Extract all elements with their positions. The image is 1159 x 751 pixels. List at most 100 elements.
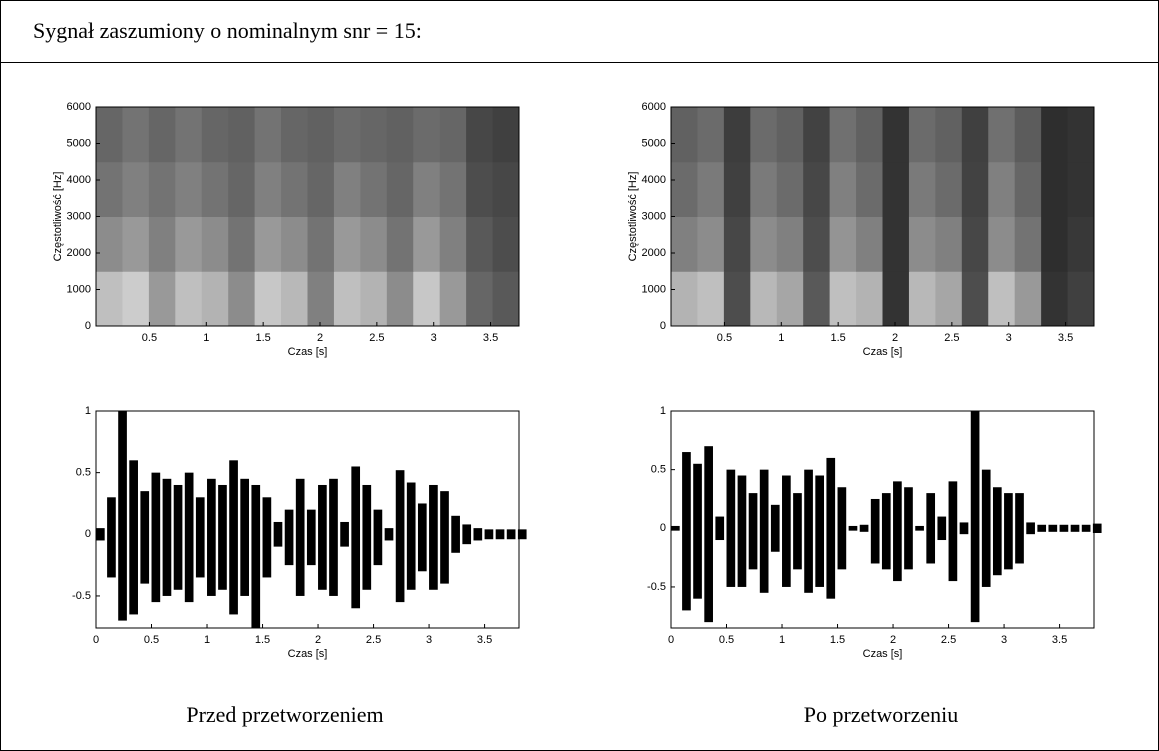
heatmap-cell — [935, 271, 963, 327]
x-tick-label: 3.5 — [1052, 634, 1067, 646]
heatmap-cell — [254, 161, 282, 217]
y-tick-label: 0 — [660, 320, 666, 332]
waveform-segment — [429, 484, 438, 590]
heatmap-cell — [1014, 161, 1042, 217]
waveform-segment — [770, 504, 780, 552]
heatmap-cell — [935, 107, 963, 163]
heatmap-cell — [882, 271, 910, 327]
heatmap-cell — [723, 107, 751, 163]
heatmap-cell — [1067, 271, 1095, 327]
y-tick-label: 2000 — [642, 247, 666, 259]
heatmap-cell — [148, 216, 176, 272]
x-tick-label: 2 — [890, 634, 896, 646]
heatmap-cell — [1041, 271, 1069, 327]
y-tick-label: 0.5 — [651, 464, 666, 476]
waveform-segment — [937, 516, 947, 541]
waveform-segment — [184, 472, 194, 603]
y-tick-label: 0 — [660, 522, 666, 534]
heatmap-cell — [776, 107, 804, 163]
y-tick-label: -0.5 — [647, 581, 666, 593]
waveform-segment — [1004, 493, 1013, 570]
x-tick-label: 3 — [1001, 634, 1007, 646]
x-tick-label: 1 — [203, 332, 209, 344]
waveform-segment — [151, 472, 161, 603]
waveform-segment — [195, 497, 205, 578]
heatmap-cell — [1014, 107, 1042, 163]
heatmap-cell — [1067, 216, 1095, 272]
waveform-segment — [207, 478, 216, 596]
x-tick-label: 3.5 — [483, 332, 498, 344]
axes-box — [670, 410, 1095, 629]
heatmap-cell — [961, 271, 989, 327]
heatmap-cell — [439, 216, 467, 272]
heatmap-cell — [122, 161, 150, 217]
heatmap-cell — [228, 271, 256, 327]
waveform-segment — [715, 516, 725, 541]
waveform-segment — [1048, 524, 1058, 532]
waveform-segment — [295, 478, 305, 596]
x-tick-label: 2 — [892, 332, 898, 344]
heatmap-cell — [856, 216, 883, 272]
y-tick-label: 1 — [660, 405, 666, 417]
waveform-segment — [107, 497, 116, 578]
heatmap-cell — [307, 161, 335, 217]
waveform-segment — [671, 525, 680, 531]
waveform-segment — [318, 484, 327, 590]
waveform-segment — [859, 524, 869, 532]
heatmap-cell — [228, 216, 256, 272]
heatmap-cell — [201, 216, 229, 272]
heatmap-cell — [935, 161, 963, 217]
heatmap-cell — [908, 216, 936, 272]
heatmap-cell — [148, 161, 176, 217]
heatmap-cell — [333, 107, 361, 163]
heatmap-cell — [697, 107, 725, 163]
heatmap-cell — [254, 216, 282, 272]
x-axis-label: Czas [s] — [863, 346, 903, 358]
heatmap-cell — [175, 216, 203, 272]
heatmap-cell — [413, 216, 441, 272]
waveform-segment — [473, 528, 483, 541]
waveform-segment — [1026, 522, 1035, 535]
x-tick-label: 0.5 — [144, 634, 159, 646]
waveform-segment — [759, 469, 769, 593]
caption: Po przetworzeniu — [804, 702, 959, 727]
heatmap-cell — [307, 216, 335, 272]
x-tick-label: 3.5 — [477, 634, 492, 646]
heatmap-cell — [671, 161, 698, 217]
heatmap-cell — [829, 107, 857, 163]
heatmap-cell — [882, 161, 910, 217]
heatmap-cell — [281, 107, 308, 163]
y-tick-label: 5000 — [67, 137, 91, 149]
heatmap-cell — [386, 216, 414, 272]
heatmap-cell — [175, 161, 203, 217]
x-tick-label: 1 — [779, 634, 785, 646]
waveform-segment — [284, 509, 294, 566]
heatmap-cell — [1041, 161, 1069, 217]
heatmap-cell — [988, 161, 1016, 217]
waveform-segment — [1037, 524, 1047, 532]
waveform-segment — [173, 484, 183, 590]
y-tick-label: 0 — [85, 528, 91, 540]
x-tick-label: 0.5 — [717, 332, 732, 344]
heatmap-cell — [360, 216, 388, 272]
waveform-segment — [870, 498, 880, 564]
heatmap-cell — [96, 216, 123, 272]
x-tick-label: 1 — [778, 332, 784, 344]
heatmap-cell — [386, 107, 414, 163]
heatmap-cell — [122, 107, 150, 163]
heatmap-cell — [413, 271, 441, 327]
heatmap-cell — [96, 271, 123, 327]
waveform-segment — [417, 503, 427, 572]
waveform-segment — [893, 481, 902, 582]
x-tick-label: 3 — [431, 332, 437, 344]
waveform-segment — [329, 478, 338, 596]
heatmap-cell — [439, 107, 467, 163]
heatmap-cell — [1014, 271, 1042, 327]
x-tick-label: 3.5 — [1058, 332, 1073, 344]
heatmap-cell — [697, 161, 725, 217]
heatmap-cell — [228, 161, 256, 217]
waveform-segment — [726, 469, 736, 587]
waveform-segment — [384, 528, 394, 541]
heatmap-cell — [1041, 107, 1069, 163]
waveform-segment — [229, 460, 238, 615]
